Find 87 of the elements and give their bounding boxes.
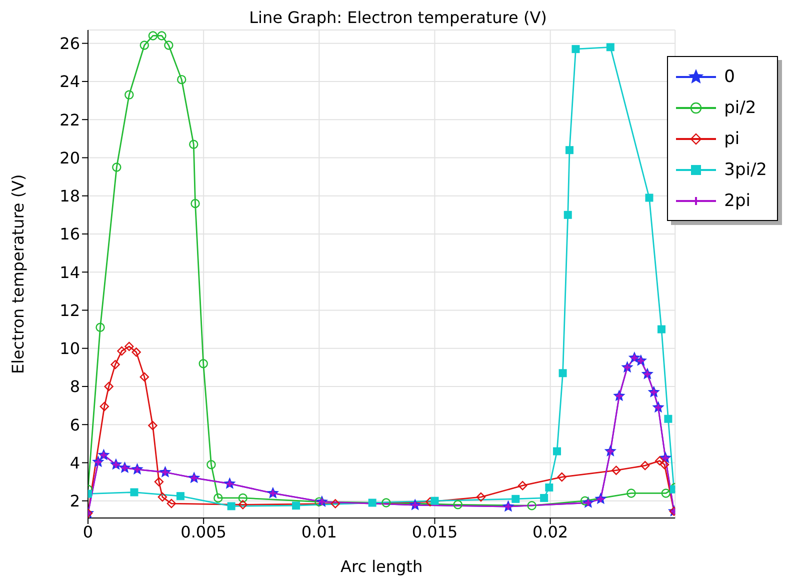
point [176, 492, 184, 500]
x-tick-label: 0.005 [180, 522, 226, 542]
point [661, 488, 670, 498]
point [227, 502, 236, 510]
y-tick-label: 18 [60, 186, 80, 206]
point [154, 477, 164, 486]
point [117, 346, 126, 356]
point [157, 31, 166, 40]
point [177, 74, 186, 84]
point [645, 194, 654, 202]
point [100, 402, 110, 412]
point [132, 348, 141, 357]
x-tick-label: 0.02 [532, 522, 568, 542]
point [166, 498, 176, 508]
point [640, 460, 650, 470]
point [660, 460, 670, 470]
point [189, 140, 198, 149]
point [430, 496, 439, 505]
y-tick-label: 8 [70, 377, 80, 396]
point [626, 488, 636, 498]
point [164, 40, 174, 50]
y-axis-title: Electron temperature (V) [8, 174, 28, 374]
point [453, 500, 462, 510]
point [110, 360, 120, 370]
y-tick-label: 10 [60, 339, 80, 358]
point [292, 502, 300, 510]
point [540, 494, 548, 502]
x-tick-label: 0 [82, 522, 94, 542]
chart-title: Line Graph: Electron temperature (V) [248, 8, 548, 27]
point [268, 489, 278, 498]
point [148, 420, 158, 430]
point [580, 496, 590, 506]
point [238, 493, 248, 503]
point [606, 43, 614, 52]
point [318, 498, 326, 506]
y-tick-label: 22 [60, 110, 80, 130]
point [140, 372, 149, 382]
point [612, 466, 621, 475]
y-tick-label: 20 [60, 148, 80, 168]
legend-label: 3pi/2 [724, 160, 767, 180]
y-tick-label: 24 [60, 72, 80, 92]
point [330, 499, 340, 508]
point [512, 494, 520, 503]
point [527, 501, 536, 510]
y-tick-label: 16 [60, 224, 80, 244]
point [206, 460, 216, 470]
legend-label: pi [724, 128, 740, 148]
y-tick-label: 2 [70, 492, 80, 511]
x-axis-title: Arc length [340, 557, 423, 576]
point [124, 90, 134, 100]
point [190, 198, 200, 208]
point [198, 358, 208, 368]
point [558, 369, 567, 378]
point [655, 456, 664, 466]
y-tick-label: 12 [60, 300, 80, 320]
y-tick-label: 4 [70, 453, 80, 472]
point [368, 498, 376, 507]
x-tick-label: 0.01 [301, 522, 337, 542]
point [214, 493, 223, 503]
y-tick-label: 26 [60, 34, 80, 54]
point [382, 498, 391, 508]
point [518, 480, 528, 490]
point [657, 325, 666, 334]
point [314, 497, 324, 506]
point [564, 210, 572, 219]
legend-label: 2pi [724, 190, 750, 210]
point [553, 447, 562, 456]
point [130, 488, 138, 496]
point [96, 322, 105, 332]
point [565, 146, 574, 154]
point [112, 162, 122, 172]
point [148, 31, 158, 40]
y-tick-label: 6 [70, 415, 80, 434]
point [140, 40, 149, 50]
point [572, 45, 580, 54]
point [158, 492, 168, 502]
point [104, 382, 114, 392]
point [664, 414, 672, 423]
legend-label: 0 [724, 66, 735, 86]
point [238, 500, 248, 510]
point [476, 492, 486, 502]
legend-label: pi/2 [724, 98, 756, 118]
point [557, 472, 566, 482]
x-tick-label: 0.015 [412, 522, 458, 542]
y-tick-label: 14 [60, 262, 80, 282]
point [545, 484, 554, 492]
point [124, 342, 134, 352]
